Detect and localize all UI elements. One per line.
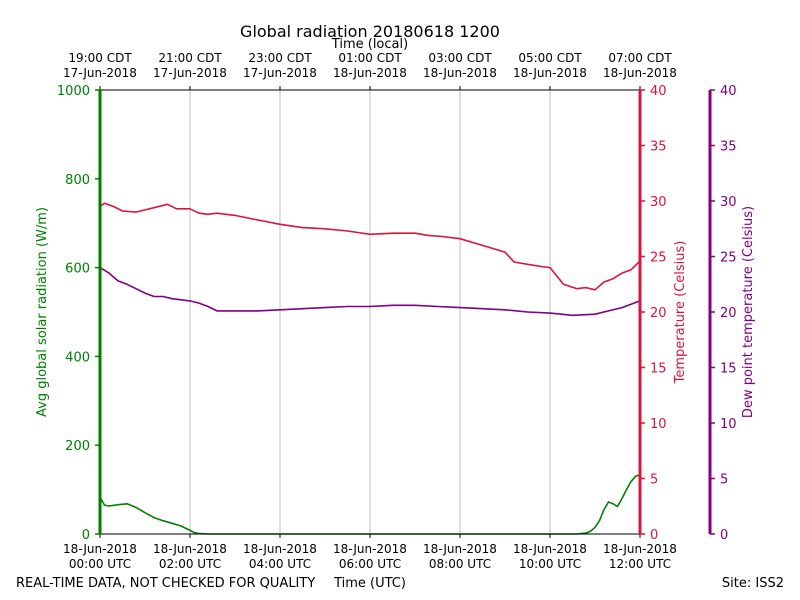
x-tick-date: 18-Jun-2018 (63, 542, 137, 556)
dewpoint-tick-label: 15 (720, 362, 737, 377)
dewpoint-tick-label: 20 (720, 306, 737, 321)
dewpoint-tick-label: 30 (720, 195, 737, 210)
dewpoint-tick-label: 5 (720, 473, 728, 488)
radiation-axis-label: Avg global solar radiation (W/m) (35, 207, 50, 417)
top-tick-time: 07:00 CDT (608, 51, 672, 65)
x-tick-time: 00:00 UTC (69, 557, 131, 571)
top-tick-time: 21:00 CDT (158, 51, 222, 65)
x-tick-time: 06:00 UTC (339, 557, 401, 571)
top-tick-time: 01:00 CDT (338, 51, 402, 65)
x-tick-time: 04:00 UTC (249, 557, 311, 571)
grid-lines (189, 90, 551, 534)
x-tick-date: 18-Jun-2018 (513, 542, 587, 556)
temperature-tick-label: 5 (650, 473, 658, 488)
temperature-tick-label: 25 (650, 251, 667, 266)
top-tick-date: 18-Jun-2018 (513, 66, 587, 80)
radiation-tick-label: 800 (65, 173, 90, 188)
top-tick-time: 03:00 CDT (428, 51, 492, 65)
radiation-tick-label: 0 (82, 528, 90, 543)
x-tick-time: 10:00 UTC (519, 557, 581, 571)
temperature-tick-label: 20 (650, 306, 667, 321)
series-line-temperature (99, 202, 641, 291)
dewpoint-tick-label: 25 (720, 251, 737, 266)
radiation-tick-label: 400 (65, 350, 90, 365)
x-tick-date: 18-Jun-2018 (333, 542, 407, 556)
x-tick-time: 02:00 UTC (159, 557, 221, 571)
chart-title: Global radiation 20180618 1200 (240, 22, 500, 41)
radiation-tick-label: 1000 (57, 84, 90, 99)
top-tick-date: 17-Jun-2018 (243, 66, 317, 80)
radiation-tick-label: 200 (65, 439, 90, 454)
radiation-tick-label: 600 (65, 262, 90, 277)
x-tick-date: 18-Jun-2018 (423, 542, 497, 556)
temperature-tick-label: 35 (650, 140, 667, 155)
temperature-tick-label: 0 (650, 528, 658, 543)
temperature-axis-label: Temperature (Celsius) (673, 241, 688, 385)
x-axis-label: Time (UTC) (333, 576, 406, 591)
top-axis-label: Time (local) (331, 37, 408, 52)
x-tick-time: 08:00 UTC (429, 557, 491, 571)
axes (95, 86, 715, 538)
dewpoint-tick-label: 10 (720, 417, 737, 432)
dewpoint-tick-label: 0 (720, 528, 728, 543)
top-tick-time: 05:00 CDT (518, 51, 582, 65)
top-tick-time: 23:00 CDT (248, 51, 312, 65)
quality-disclaimer: REAL-TIME DATA, NOT CHECKED FOR QUALITY (16, 576, 315, 591)
temperature-tick-label: 15 (650, 362, 667, 377)
x-tick-date: 18-Jun-2018 (603, 542, 677, 556)
temperature-tick-label: 40 (650, 84, 667, 99)
top-tick-date: 17-Jun-2018 (63, 66, 137, 80)
temperature-tick-label: 10 (650, 417, 667, 432)
top-tick-date: 18-Jun-2018 (423, 66, 497, 80)
dewpoint-axis-label: Dew point temperature (Celsius) (741, 206, 756, 418)
x-tick-date: 18-Jun-2018 (243, 542, 317, 556)
top-tick-date: 18-Jun-2018 (333, 66, 407, 80)
top-tick-date: 18-Jun-2018 (603, 66, 677, 80)
top-tick-date: 17-Jun-2018 (153, 66, 227, 80)
dewpoint-tick-label: 35 (720, 140, 737, 155)
site-label: Site: ISS2 (722, 576, 784, 591)
temperature-tick-label: 30 (650, 195, 667, 210)
x-tick-date: 18-Jun-2018 (153, 542, 227, 556)
dewpoint-tick-label: 40 (720, 84, 737, 99)
x-tick-time: 12:00 UTC (609, 557, 671, 571)
series-line-dewpoint (99, 266, 641, 317)
top-tick-time: 19:00 CDT (68, 51, 132, 65)
